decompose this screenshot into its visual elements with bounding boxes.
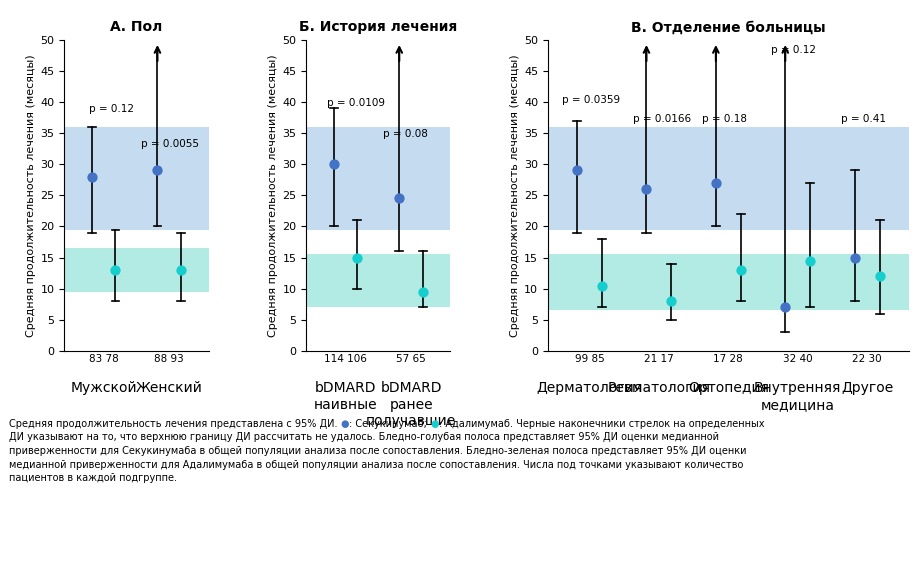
- Text: p = 0.12: p = 0.12: [771, 45, 816, 55]
- Point: [709, 178, 723, 187]
- Text: p = 0.0055: p = 0.0055: [141, 139, 199, 149]
- Text: p = 0.41: p = 0.41: [841, 114, 886, 124]
- Bar: [548, 255, 909, 310]
- Text: : Секукинумаб;: : Секукинумаб;: [350, 419, 431, 429]
- Point: [595, 281, 610, 290]
- Bar: [548, 127, 909, 230]
- Text: 32 40: 32 40: [783, 354, 812, 364]
- Point: [733, 265, 748, 275]
- Bar: [306, 127, 451, 230]
- Point: [570, 166, 585, 175]
- Text: 99 85: 99 85: [575, 354, 604, 364]
- Text: p = 0.12: p = 0.12: [89, 104, 134, 114]
- Y-axis label: Средняя продолжительность лечения (месяцы): Средняя продолжительность лечения (месяц…: [268, 54, 278, 337]
- Point: [639, 185, 654, 194]
- Point: [84, 172, 99, 181]
- Point: [350, 253, 364, 262]
- Text: 88 93: 88 93: [154, 354, 185, 364]
- Y-axis label: Средняя продолжительность лечения (месяцы): Средняя продолжительность лечения (месяц…: [509, 54, 520, 337]
- Point: [392, 194, 407, 203]
- Bar: [64, 127, 208, 230]
- Point: [847, 253, 862, 262]
- Text: 21 17: 21 17: [644, 354, 674, 364]
- Point: [803, 256, 818, 265]
- Point: [664, 297, 678, 306]
- Text: 57 65: 57 65: [397, 354, 426, 364]
- Title: В. Отделение больницы: В. Отделение больницы: [631, 20, 825, 35]
- Point: [174, 265, 188, 275]
- Text: p = 0.08: p = 0.08: [383, 129, 428, 139]
- Y-axis label: Средняя продолжительность лечения (месяцы): Средняя продолжительность лечения (месяц…: [27, 54, 36, 337]
- Text: 83 78: 83 78: [89, 354, 118, 364]
- Text: p = 0.18: p = 0.18: [702, 114, 747, 124]
- Text: p = 0.0359: p = 0.0359: [562, 95, 620, 105]
- Point: [416, 288, 431, 297]
- Text: ●: ●: [431, 419, 439, 429]
- Title: Б. История лечения: Б. История лечения: [299, 20, 457, 35]
- Bar: [64, 248, 208, 292]
- Text: пациентов в каждой подгруппе.: пациентов в каждой подгруппе.: [9, 473, 177, 483]
- Point: [872, 272, 887, 281]
- Text: 17 28: 17 28: [713, 354, 744, 364]
- Text: ●: ●: [341, 419, 350, 429]
- Text: p = 0.0166: p = 0.0166: [633, 114, 690, 124]
- Text: 114 106: 114 106: [324, 354, 367, 364]
- Text: 22 30: 22 30: [852, 354, 882, 364]
- Title: А. Пол: А. Пол: [110, 20, 162, 35]
- Point: [108, 265, 123, 275]
- Text: медианной приверженности для Адалимумаба в общей популяции анализа после сопоста: медианной приверженности для Адалимумаба…: [9, 460, 744, 470]
- Text: приверженности для Секукинумаба в общей популяции анализа после сопоставления. Б: приверженности для Секукинумаба в общей …: [9, 446, 746, 456]
- Text: ДИ указывают на то, что верхнюю границу ДИ рассчитать не удалось. Бледно-голубая: ДИ указывают на то, что верхнюю границу …: [9, 432, 719, 443]
- Point: [326, 160, 341, 169]
- Text: Средняя продолжительность лечения представлена с 95% ДИ.: Средняя продолжительность лечения предст…: [9, 419, 341, 429]
- Bar: [306, 255, 451, 307]
- Point: [778, 303, 792, 312]
- Text: p = 0.0109: p = 0.0109: [327, 98, 385, 108]
- Text: : Адалимумаб. Черные наконечники стрелок на определенных: : Адалимумаб. Черные наконечники стрелок…: [439, 419, 765, 429]
- Point: [151, 166, 165, 175]
